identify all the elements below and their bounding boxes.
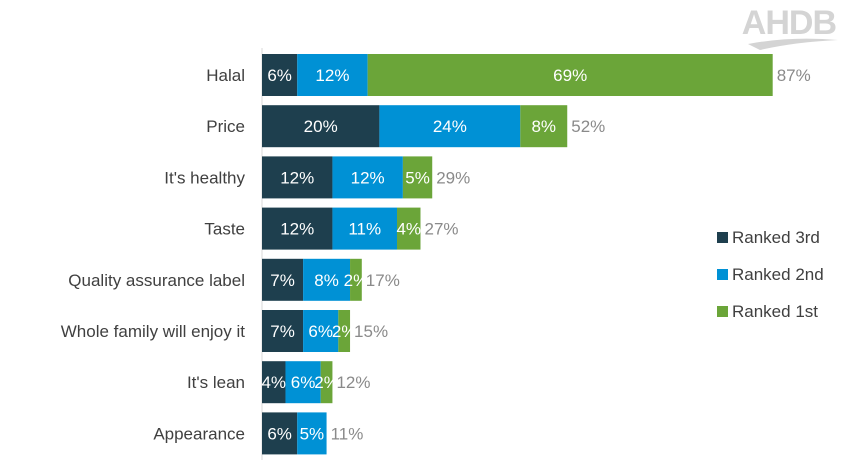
total-label: 52% bbox=[571, 117, 605, 136]
legend-label: Ranked 3rd bbox=[732, 228, 820, 247]
category-label: It's lean bbox=[187, 373, 245, 392]
data-label: 7% bbox=[270, 271, 295, 290]
bar-segment-ranked-3rd bbox=[262, 258, 304, 301]
bar-segment-ranked-3rd bbox=[262, 105, 380, 148]
total-label: 27% bbox=[424, 220, 458, 239]
category-label: Price bbox=[206, 117, 245, 136]
total-label: 11% bbox=[331, 424, 364, 443]
category-label: Taste bbox=[204, 220, 245, 239]
bar-segment-ranked-2nd bbox=[332, 207, 398, 250]
data-label: 12% bbox=[280, 168, 314, 187]
bar-segment-ranked-1st bbox=[350, 258, 362, 301]
total-label: 12% bbox=[336, 373, 370, 392]
data-label: 2% bbox=[344, 271, 369, 290]
legend-swatch bbox=[717, 306, 728, 317]
data-label: 2% bbox=[314, 373, 339, 392]
total-label: 17% bbox=[366, 271, 400, 290]
bar-segment-ranked-1st bbox=[367, 54, 773, 96]
logo-swoosh bbox=[748, 38, 838, 50]
data-label: 12% bbox=[351, 168, 385, 187]
bar-segment-ranked-3rd bbox=[262, 207, 333, 250]
bar-segment-ranked-3rd bbox=[262, 156, 333, 199]
bar-segment-ranked-2nd bbox=[297, 54, 368, 96]
data-label: 12% bbox=[315, 66, 349, 85]
bar-segment-ranked-3rd bbox=[262, 412, 298, 455]
data-label: 8% bbox=[531, 117, 556, 136]
bar-segment-ranked-2nd bbox=[297, 412, 327, 455]
bar-segment-ranked-1st bbox=[520, 105, 568, 148]
data-label: 2% bbox=[332, 322, 357, 341]
data-label: 4% bbox=[261, 373, 286, 392]
category-label: It's healthy bbox=[164, 168, 245, 187]
bar-segment-ranked-2nd bbox=[303, 310, 339, 352]
data-label: 12% bbox=[280, 220, 314, 239]
legend-label: Ranked 2nd bbox=[732, 265, 824, 284]
data-label: 6% bbox=[308, 322, 333, 341]
data-label: 5% bbox=[405, 168, 430, 187]
total-label: 15% bbox=[354, 322, 388, 341]
total-label: 29% bbox=[436, 168, 470, 187]
bar-segment-ranked-3rd bbox=[262, 310, 304, 352]
legend-label: Ranked 1st bbox=[732, 302, 818, 321]
data-label: 69% bbox=[553, 66, 587, 85]
legend-swatch bbox=[717, 232, 728, 243]
data-label: 24% bbox=[433, 117, 467, 136]
data-label: 6% bbox=[267, 66, 292, 85]
data-label: 4% bbox=[396, 220, 421, 239]
ahdb-logo: AHDB bbox=[742, 4, 837, 42]
legend-swatch bbox=[717, 269, 728, 280]
category-label: Quality assurance label bbox=[68, 271, 245, 290]
bar-segment-ranked-2nd bbox=[285, 361, 321, 404]
data-label: 5% bbox=[300, 424, 325, 443]
bar-segment-ranked-2nd bbox=[303, 258, 351, 301]
data-label: 11% bbox=[348, 220, 381, 239]
category-label: Appearance bbox=[153, 424, 245, 443]
category-label: Whole family will enjoy it bbox=[61, 322, 245, 341]
bar-segment-ranked-1st bbox=[338, 310, 351, 352]
data-label: 6% bbox=[267, 424, 292, 443]
data-label: 20% bbox=[304, 117, 338, 136]
data-label: 7% bbox=[270, 322, 295, 341]
bar-segment-ranked-3rd bbox=[262, 54, 298, 96]
total-label: 87% bbox=[777, 66, 811, 85]
data-label: 6% bbox=[291, 373, 316, 392]
bar-segment-ranked-3rd bbox=[262, 361, 286, 404]
category-label: Halal bbox=[206, 66, 245, 85]
bar-segment-ranked-1st bbox=[320, 361, 333, 404]
data-label: 8% bbox=[314, 271, 339, 290]
bar-segment-ranked-1st bbox=[397, 207, 421, 250]
bar-segment-ranked-2nd bbox=[332, 156, 403, 199]
bar-segment-ranked-2nd bbox=[379, 105, 521, 148]
bar-segment-ranked-1st bbox=[402, 156, 433, 199]
